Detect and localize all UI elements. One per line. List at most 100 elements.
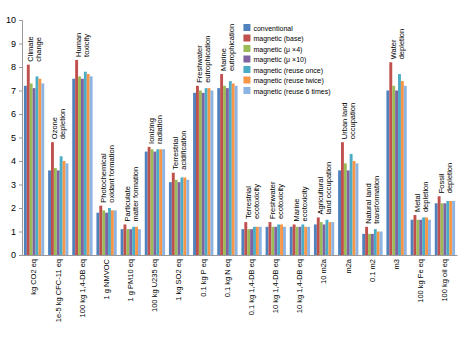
bar [362, 234, 365, 255]
bar [380, 232, 383, 256]
bar [398, 74, 401, 255]
bar [253, 227, 256, 255]
bar [350, 154, 353, 255]
bar [290, 227, 293, 255]
bars [24, 60, 455, 255]
tick-mark [19, 91, 22, 92]
bar [341, 142, 344, 255]
annotations: ClimatechangeOzonedepletionHumantoxicity… [26, 24, 454, 224]
bar [269, 222, 272, 255]
bar [126, 229, 129, 255]
bar [247, 229, 250, 255]
bar [96, 213, 99, 255]
bar [36, 76, 39, 255]
tick: 100 kg Fe eq [416, 255, 425, 303]
bar [425, 217, 428, 255]
bar [30, 83, 33, 255]
bar [99, 206, 102, 255]
legend-swatch [243, 35, 250, 42]
bar [356, 163, 359, 255]
series [30, 76, 444, 255]
tick-label: 1e-5 kg CFC-11 eq [54, 259, 63, 322]
tick: 1 g PM10 eq [126, 255, 135, 302]
annotation: Photochemicaloxidant formation [99, 145, 116, 203]
bar [75, 60, 78, 255]
bar [232, 83, 235, 255]
bar [162, 149, 165, 255]
tick-label: 10 kg 1,4-DB eq [295, 259, 304, 313]
bar [395, 91, 398, 256]
legend-entry: magnetic (reuse 6 times) [243, 87, 330, 96]
bar [90, 76, 93, 255]
bar [293, 224, 296, 255]
annotation: Ionizingradiation [147, 115, 164, 144]
tick-label: 5 [11, 133, 16, 143]
bar [156, 149, 159, 255]
bar [114, 210, 117, 255]
annotation-line: depletion [397, 29, 406, 59]
bar [344, 163, 347, 255]
series [27, 60, 441, 255]
bar [371, 234, 374, 255]
bar [296, 227, 299, 255]
bar [208, 88, 211, 255]
tick: 1e-5 kg CFC-11 eq [54, 255, 63, 322]
annotation: Agriculturalland occupation [316, 162, 333, 215]
annotation-line: land occupation [324, 162, 333, 215]
bar [175, 180, 178, 255]
bar [314, 224, 317, 255]
bar [244, 222, 247, 255]
annotation: Terrestrialacidification [171, 131, 188, 170]
tick: 8 [11, 62, 22, 72]
tick: 100 kg U235 eq [150, 255, 159, 312]
bar [229, 81, 232, 255]
annotation: Fossildepletion [437, 163, 454, 193]
tick: 10 [6, 15, 22, 25]
bar [105, 213, 108, 255]
bar [153, 152, 156, 255]
bar [138, 229, 141, 255]
bar [145, 152, 148, 255]
annotation: Urban landoccupation [340, 102, 357, 139]
bar [87, 74, 90, 255]
annotation: Waterdepletion [389, 29, 406, 59]
bar [428, 220, 431, 255]
tick: 10 kg 1,4-DB eq [295, 255, 304, 313]
bar [374, 229, 377, 255]
bar [404, 86, 407, 255]
bar [422, 217, 425, 255]
bar [328, 222, 331, 255]
bar [38, 79, 41, 255]
annotation-line: depletion [58, 109, 67, 139]
bar [199, 91, 202, 256]
tick: 4 [11, 156, 22, 166]
bar [338, 170, 341, 255]
bar [416, 220, 419, 255]
legend-swatch [243, 56, 250, 63]
legend-label: magnetic (μ ×10) [253, 56, 306, 64]
tick: 0.1 kg N eq [223, 255, 232, 297]
bar [280, 224, 283, 255]
bar [389, 62, 392, 255]
bar [124, 224, 127, 255]
bar [414, 215, 417, 255]
tick: 1 g NMVOC [102, 255, 111, 299]
bar [446, 201, 449, 255]
bar [159, 149, 162, 255]
tick-label: 2 [11, 203, 16, 213]
bar [226, 88, 229, 255]
annotation-line: eutrophication [227, 24, 236, 71]
bar [438, 196, 441, 255]
bar [33, 88, 36, 255]
tick-mark [19, 114, 22, 115]
bar [283, 227, 286, 255]
bar [259, 227, 262, 255]
tick-label: 0.1 kg P eq [199, 259, 208, 297]
bar [271, 227, 274, 255]
bar [81, 79, 84, 255]
tick-label: 1 [11, 227, 16, 237]
tick-label: m3 [392, 259, 401, 269]
bar [72, 79, 75, 255]
bar [307, 227, 310, 255]
bar [274, 227, 277, 255]
